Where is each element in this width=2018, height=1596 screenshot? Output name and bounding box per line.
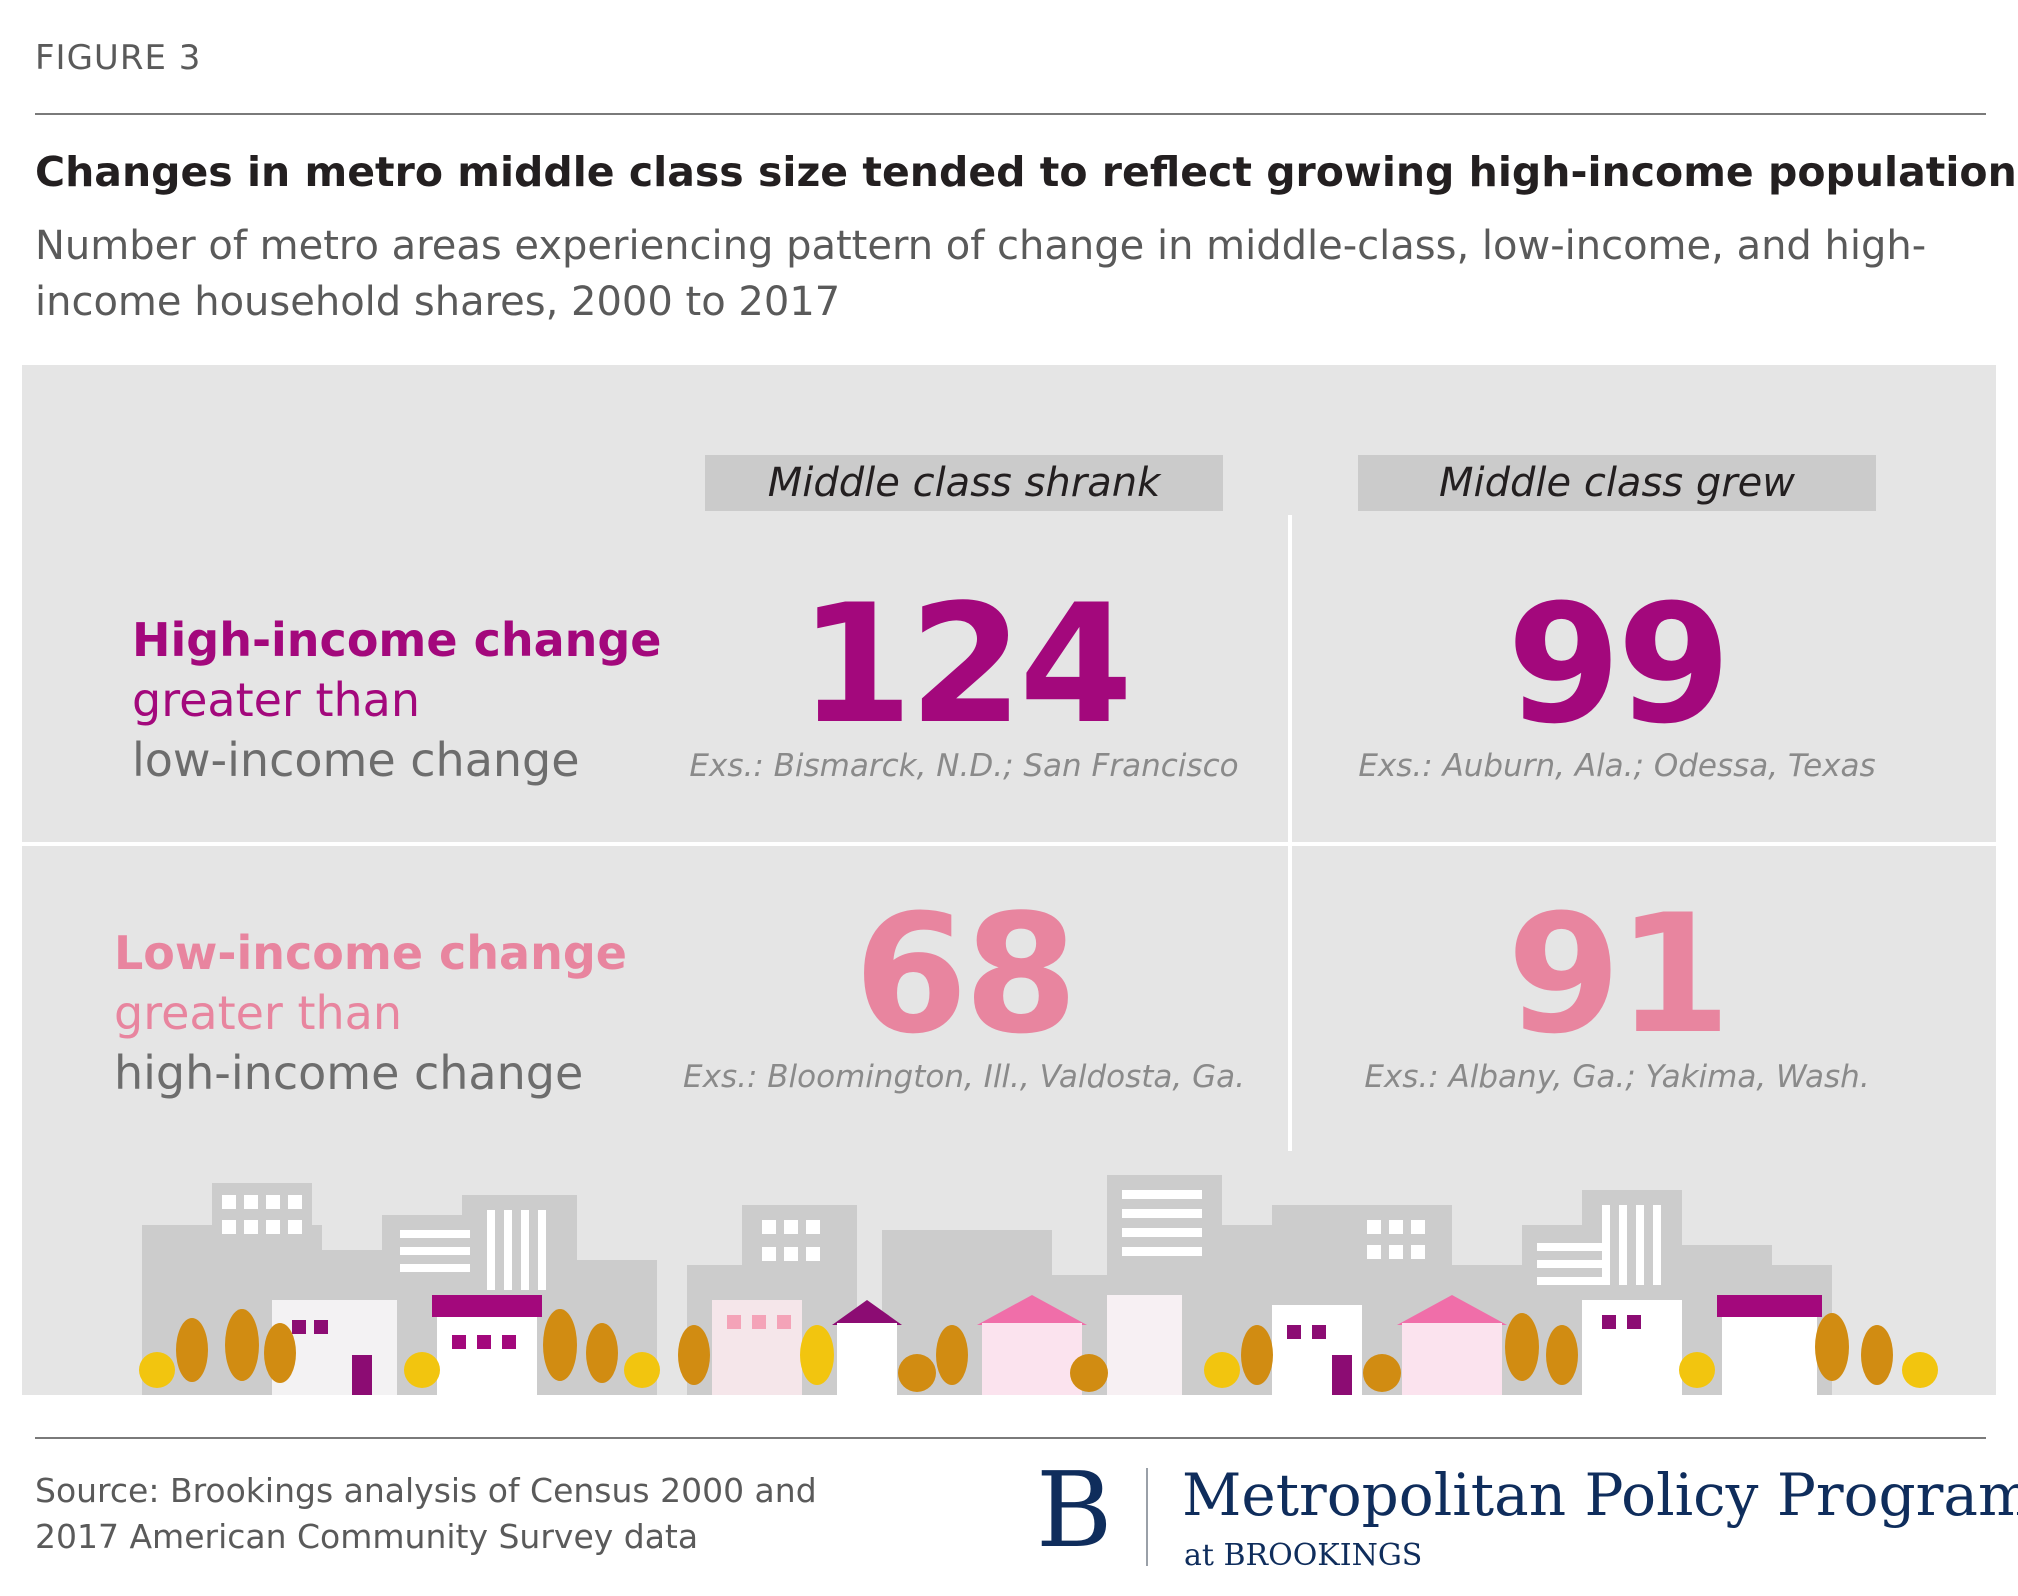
row-label-high-mid: greater than xyxy=(132,673,420,727)
skyline-illustration xyxy=(139,1175,1938,1395)
figure-label: FIGURE 3 xyxy=(35,38,202,78)
value-low-grew: 91 xyxy=(1506,879,1731,1070)
logo-at-brookings: at BROOKINGS xyxy=(1184,1538,1423,1573)
value-low-shrank: 68 xyxy=(853,879,1078,1070)
source-line-1: Source: Brookings analysis of Census 200… xyxy=(35,1471,817,1510)
column-header-grew: Middle class grew xyxy=(1358,455,1876,511)
examples-high-shrank: Exs.: Bismarck, N.D.; San Francisco xyxy=(689,748,1239,784)
column-header-shrank: Middle class shrank xyxy=(705,455,1223,511)
row-label-high: High-income change greater than low-inco… xyxy=(132,610,662,790)
logo-divider xyxy=(1146,1468,1148,1566)
row-label-low: Low-income change greater than high-inco… xyxy=(114,923,627,1103)
row-label-low-mid: greater than xyxy=(114,986,402,1040)
value-high-shrank: 124 xyxy=(798,569,1133,760)
chart-title: Changes in metro middle class size tende… xyxy=(35,148,2018,196)
chart-subtitle: Number of metro areas experiencing patte… xyxy=(35,223,1927,325)
examples-low-shrank: Exs.: Bloomington, Ill., Valdosta, Ga. xyxy=(683,1059,1245,1095)
logo-program-name: Metropolitan Policy Program xyxy=(1182,1461,2018,1529)
source-line-2: 2017 American Community Survey data xyxy=(35,1517,699,1556)
vertical-divider xyxy=(1288,515,1292,1151)
bottom-rule xyxy=(35,1437,1986,1439)
value-high-grew: 99 xyxy=(1506,569,1731,760)
row-label-high-strong: High-income change xyxy=(132,613,662,667)
examples-low-grew: Exs.: Albany, Ga.; Yakima, Wash. xyxy=(1364,1059,1870,1095)
source-note: Source: Brookings analysis of Census 200… xyxy=(35,1468,817,1560)
row-label-high-rest: low-income change xyxy=(132,733,580,787)
top-rule xyxy=(35,113,1986,115)
examples-high-grew: Exs.: Auburn, Ala.; Odessa, Texas xyxy=(1358,748,1876,784)
row-label-low-rest: high-income change xyxy=(114,1046,584,1100)
row-label-low-strong: Low-income change xyxy=(114,926,627,980)
brookings-b-logo: B xyxy=(1036,1449,1113,1571)
matrix-panel: Middle class shrank Middle class grew Hi… xyxy=(22,365,1996,1395)
horizontal-divider xyxy=(22,842,1996,846)
